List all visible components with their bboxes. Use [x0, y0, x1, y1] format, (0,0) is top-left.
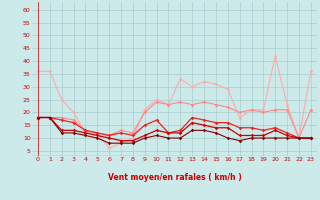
X-axis label: Vent moyen/en rafales ( km/h ): Vent moyen/en rafales ( km/h )	[108, 174, 241, 182]
